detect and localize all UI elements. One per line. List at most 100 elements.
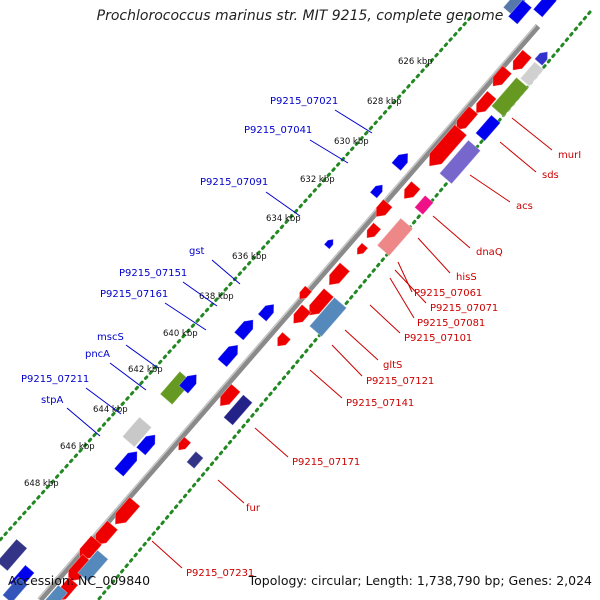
forward-label-leader bbox=[164, 302, 207, 331]
gene-feature bbox=[369, 184, 384, 199]
reverse-gene-label: hisS bbox=[456, 272, 477, 283]
gene-feature bbox=[276, 331, 292, 347]
gene-feature bbox=[507, 0, 533, 25]
scale-tick-label: 640 kbp bbox=[163, 329, 198, 339]
scale-tick-label: 638 kbp bbox=[199, 292, 234, 302]
scale-tick-label: 628 kbp bbox=[367, 97, 402, 107]
gene-feature bbox=[77, 549, 109, 583]
reverse-label-leader bbox=[389, 277, 415, 319]
forward-gene-label: gst bbox=[189, 246, 205, 257]
scale-tick-label: 630 kbp bbox=[334, 137, 369, 147]
reverse-gene-label: P9215_07081 bbox=[417, 318, 485, 329]
gene-features bbox=[0, 0, 558, 600]
gene-feature bbox=[328, 262, 351, 286]
reverse-label-leader bbox=[217, 479, 245, 504]
reverse-label-leader bbox=[432, 215, 471, 249]
gene-feature bbox=[223, 394, 253, 426]
gene-feature bbox=[323, 238, 334, 250]
reverse-gene-label: P9215_07171 bbox=[292, 457, 360, 468]
gene-feature bbox=[42, 584, 68, 600]
reverse-gene-label: gltS bbox=[383, 360, 402, 371]
gene-feature bbox=[456, 105, 479, 131]
forward-label-leader bbox=[334, 109, 373, 134]
reverse-gene-label: murI bbox=[558, 150, 581, 161]
gene-feature bbox=[391, 152, 409, 172]
gene-feature bbox=[438, 139, 482, 185]
reverse-gene-label: P9215_07061 bbox=[414, 288, 482, 299]
reverse-label-leader bbox=[151, 540, 183, 569]
reverse-gene-label: P9215_07231 bbox=[186, 568, 254, 579]
forward-label-leader bbox=[309, 139, 349, 164]
gene-feature bbox=[233, 319, 254, 341]
reverse-label-leader bbox=[369, 304, 401, 334]
genome-stats-text: Topology: circular; Length: 1,738,790 bp… bbox=[248, 573, 592, 588]
forward-gene-label: pncA bbox=[85, 349, 110, 360]
reverse-gene-label: P9215_07101 bbox=[404, 333, 472, 344]
scale-tick-label: 626 kbp bbox=[398, 57, 433, 67]
gene-feature bbox=[475, 114, 501, 142]
scale-tick-label: 634 kbp bbox=[266, 214, 301, 224]
gene-labels: P9215_07021P9215_07041P9215_07091gstP921… bbox=[21, 96, 581, 579]
forward-gene-label: P9215_07161 bbox=[100, 289, 168, 300]
gene-feature bbox=[356, 242, 369, 255]
gene-feature bbox=[178, 373, 197, 395]
reverse-label-leader bbox=[397, 261, 413, 293]
gene-feature bbox=[177, 436, 192, 451]
reverse-label-leader bbox=[469, 174, 511, 203]
scale-tick-label: 636 kbp bbox=[232, 252, 267, 262]
gene-feature bbox=[492, 65, 513, 87]
genome-backbone-highlight bbox=[37, 24, 537, 600]
genome-title: Prochlorococcus marinus str. MIT 9215, c… bbox=[96, 8, 504, 24]
forward-label-leader bbox=[182, 281, 218, 307]
forward-gene-label: P9215_07091 bbox=[200, 177, 268, 188]
gene-feature bbox=[366, 222, 382, 239]
scale-ticks: 626 kbp 628 kbp 630 kbp 632 kbp 634 kbp 636 k… bbox=[24, 57, 433, 489]
gene-feature bbox=[308, 296, 348, 338]
gene-feature bbox=[534, 51, 549, 67]
scale-tick-label: 648 kbp bbox=[24, 479, 59, 489]
forward-label-leader bbox=[109, 362, 147, 391]
gene-feature bbox=[135, 434, 156, 456]
reverse-label-leader bbox=[511, 117, 553, 151]
reverse-label-leader bbox=[394, 269, 427, 304]
gene-feature bbox=[502, 0, 528, 16]
gene-feature bbox=[308, 287, 335, 316]
scale-tick-label: 646 kbp bbox=[60, 442, 95, 452]
gene-feature bbox=[2, 576, 28, 600]
gene-feature bbox=[532, 0, 558, 18]
forward-label-leader bbox=[125, 344, 159, 369]
forward-gene-label: P9215_07211 bbox=[21, 374, 89, 385]
accession-text: Accession: NC_009840 bbox=[8, 573, 151, 588]
gene-feature bbox=[428, 124, 468, 167]
forward-gene-label: mscS bbox=[97, 332, 124, 343]
forward-gene-label: P9215_07021 bbox=[270, 96, 338, 107]
gene-feature bbox=[475, 90, 497, 114]
forward-gene-label: stpA bbox=[41, 395, 63, 406]
reverse-gene-label: dnaQ bbox=[476, 247, 503, 258]
reverse-gene-label: sds bbox=[542, 170, 559, 181]
reverse-gene-label: acs bbox=[516, 201, 533, 212]
reverse-gene-label: fur bbox=[246, 503, 261, 514]
forward-gene-label: P9215_07041 bbox=[244, 125, 312, 136]
outer-scale-dots bbox=[0, 16, 472, 542]
reverse-label-leader bbox=[417, 237, 451, 274]
gene-feature bbox=[293, 303, 312, 325]
reverse-label-leader bbox=[254, 427, 289, 458]
forward-label-leader bbox=[66, 407, 101, 437]
gene-feature bbox=[298, 285, 313, 300]
reverse-gene-label: P9215_07121 bbox=[366, 376, 434, 387]
gene-feature bbox=[95, 520, 119, 546]
reverse-gene-label: P9215_07071 bbox=[430, 303, 498, 314]
gene-feature bbox=[414, 194, 434, 216]
gene-feature bbox=[519, 61, 545, 87]
scale-tick-label: 632 kbp bbox=[300, 175, 335, 185]
reverse-label-leader bbox=[309, 369, 343, 399]
forward-label-leader bbox=[85, 387, 122, 415]
reverse-label-leader bbox=[344, 329, 379, 361]
forward-gene-label: P9215_07151 bbox=[119, 268, 187, 279]
reverse-gene-label: P9215_07141 bbox=[346, 398, 414, 409]
gene-feature bbox=[113, 450, 138, 478]
gene-feature bbox=[403, 180, 421, 200]
forward-label-leader bbox=[211, 259, 241, 285]
